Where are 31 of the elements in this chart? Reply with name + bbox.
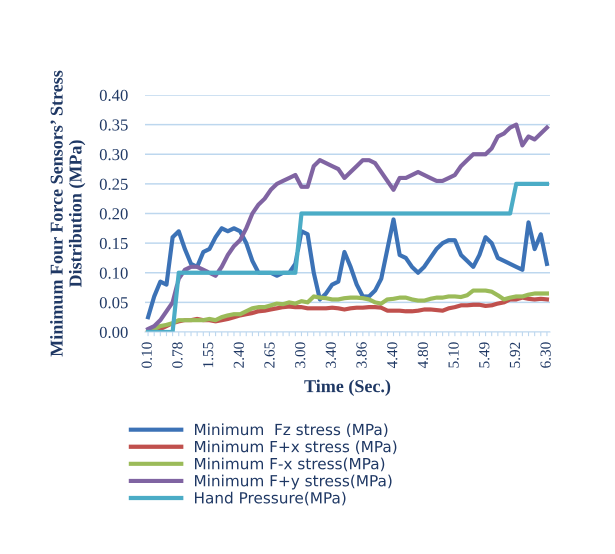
- x-tick-label: 2.40: [234, 342, 244, 368]
- x-tick-label: 4.40: [387, 342, 398, 368]
- x-tick-label: 5.10: [448, 342, 459, 368]
- x-tick-label: 5.49: [479, 342, 490, 368]
- x-tick-label: 5.92: [510, 342, 520, 368]
- x-tick-label: 3.40: [326, 342, 336, 368]
- x-tick-label: 0.10: [142, 342, 152, 368]
- x-tick-label: 3.86: [356, 342, 367, 368]
- line-series: [146, 217, 550, 320]
- legend-label: Minimum F+y stress(MPa): [195, 474, 392, 490]
- y-tick-label: 0.00: [100, 326, 128, 338]
- legend-label: Hand Pressure(MPa): [195, 492, 346, 506]
- y-tick-label: 0.25: [100, 178, 128, 190]
- y-tick-label: 0.35: [100, 119, 128, 131]
- y-tick-label: 0.10: [100, 267, 128, 279]
- y-tick-label: 0.40: [100, 90, 128, 102]
- y-tick-label: 0.30: [100, 148, 128, 160]
- legend-label: Minimum F+x stress (MPa): [195, 440, 396, 454]
- legend-label: Minimum F-x stress(MPa): [195, 458, 384, 472]
- x-tick-label: 3.00: [294, 342, 306, 368]
- y-tick-label: 0.15: [100, 238, 128, 250]
- x-tick-label: 6.30: [540, 342, 551, 368]
- x-tick-label: 1.55: [203, 342, 214, 368]
- y-tick-label: 0.05: [100, 297, 128, 308]
- x-axis-title: Time (Sec.): [304, 380, 390, 396]
- y-tick-label: 0.20: [100, 208, 128, 220]
- y-axis-title: Minimum Four Force Sensors’ Stress Distribution (MPa): [50, 70, 86, 356]
- x-tick-label: 2.65: [264, 342, 275, 368]
- x-tick-label: 0.78: [172, 342, 183, 368]
- x-tick-label: 4.80: [418, 342, 428, 368]
- legend-label: Minimum Fz stress (MPa): [195, 423, 388, 438]
